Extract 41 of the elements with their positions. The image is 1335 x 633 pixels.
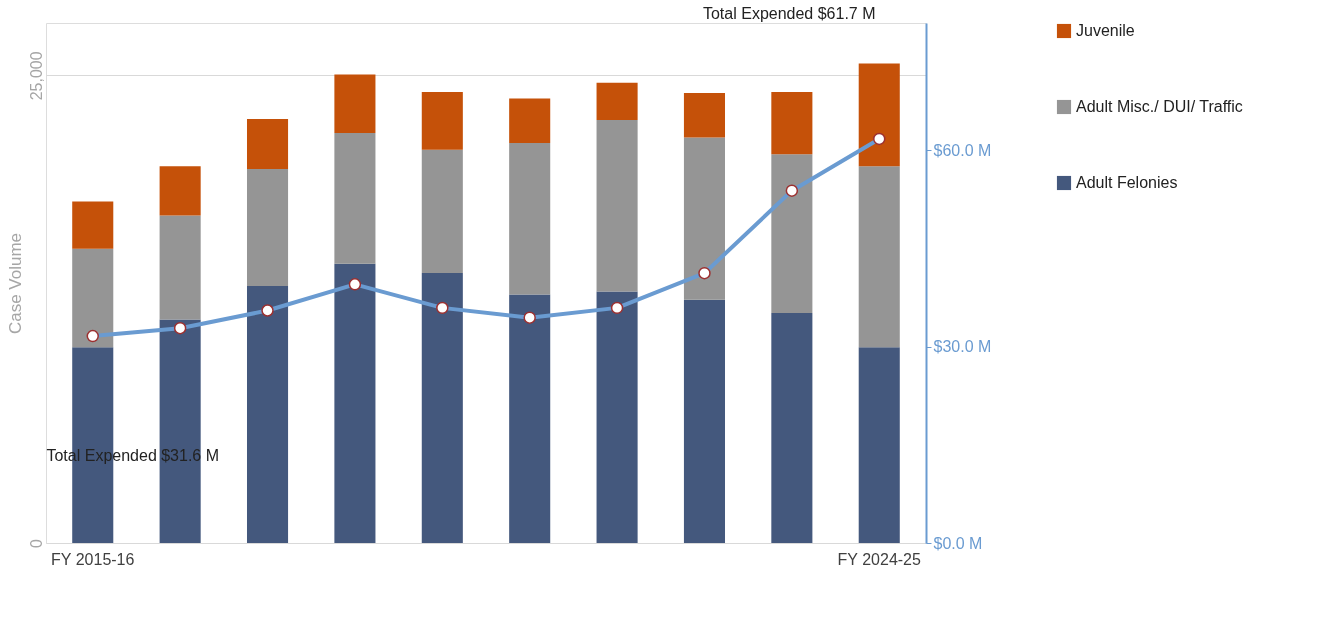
bar <box>858 166 900 348</box>
bar <box>771 92 813 155</box>
bar <box>509 98 551 144</box>
y-tick-label: 0 <box>27 538 45 548</box>
bar <box>858 347 900 543</box>
bar <box>72 248 114 348</box>
bar <box>72 201 114 249</box>
text: Total Expended $61.7 M <box>702 4 876 22</box>
bar <box>159 319 201 543</box>
bar <box>159 166 201 216</box>
legend-label: Adult Felonies <box>1076 174 1178 191</box>
bar <box>421 149 463 274</box>
bar <box>334 132 376 264</box>
x-tick-label: FY 2024-25 <box>837 550 922 568</box>
bar <box>596 82 638 120</box>
legend-label: Adult Misc./ DUI/ Traffic <box>1076 98 1243 115</box>
bar <box>683 137 726 300</box>
bar <box>596 291 638 543</box>
bar <box>858 63 900 167</box>
bar <box>246 169 289 286</box>
y-tick-label: 25,000 <box>27 51 45 101</box>
bar <box>246 285 289 543</box>
y2-tick-label: $0.0 M <box>933 534 983 552</box>
bar <box>159 215 201 320</box>
bar <box>509 294 551 543</box>
x-tick-label: FY 2015-16 <box>51 550 135 568</box>
bar <box>771 312 813 543</box>
y2-tick-label: $60.0 M <box>933 141 992 159</box>
legend-label: Juvenile <box>1076 22 1135 39</box>
bar <box>683 92 726 138</box>
bar <box>421 273 463 543</box>
bar <box>421 92 463 150</box>
bar <box>246 118 289 170</box>
y2-tick-label: $30.0 M <box>933 338 992 356</box>
bar <box>334 263 376 543</box>
y-axis-title: Case Volume <box>5 232 25 335</box>
bar <box>334 74 376 133</box>
bar <box>683 299 726 543</box>
bar <box>596 119 638 292</box>
bar <box>771 154 813 313</box>
bar <box>509 143 551 295</box>
